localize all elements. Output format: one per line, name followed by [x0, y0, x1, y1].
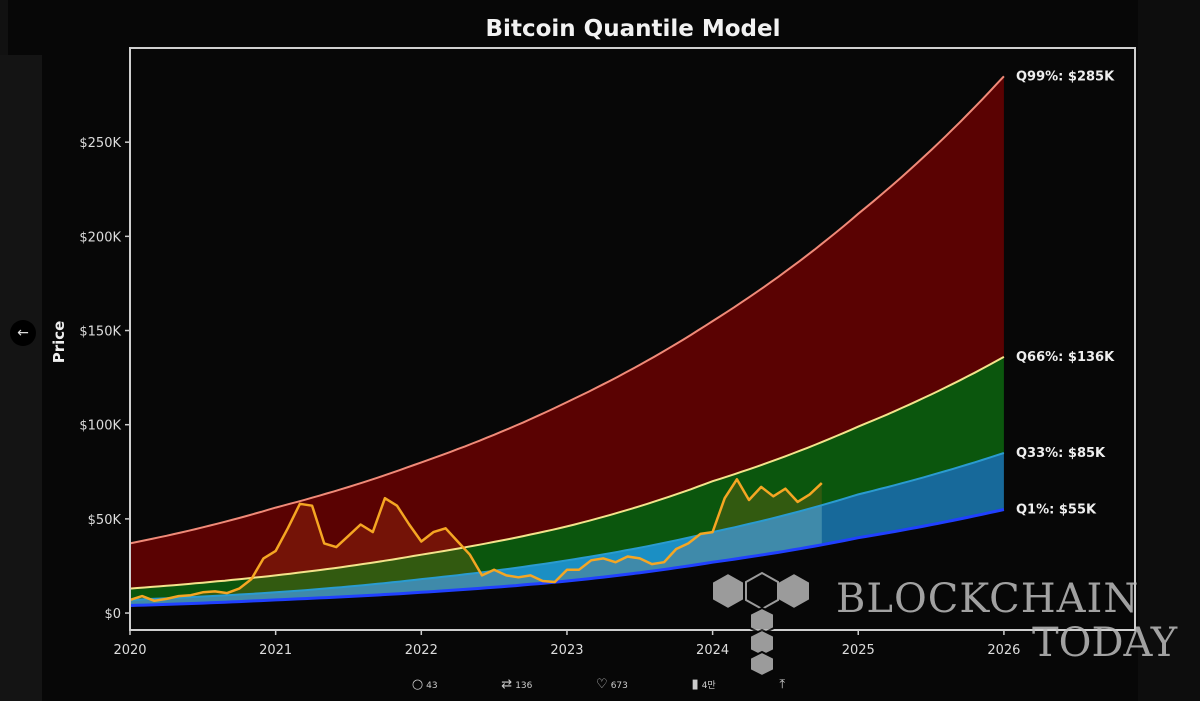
arrow-left-icon[interactable]: ←: [10, 320, 36, 346]
price-line: [129, 478, 823, 603]
y-tick-label: $0: [104, 607, 121, 622]
plot-frame: [129, 47, 1136, 631]
watermark-line2: TODAY: [1032, 620, 1178, 666]
quantile-end-label: Q1%: $55K: [1016, 502, 1097, 517]
reply-count: 43: [426, 681, 438, 691]
like-count: 673: [610, 681, 628, 691]
retweet-button[interactable]: ⇄ 136: [501, 677, 532, 692]
x-tick-label: 2020: [113, 643, 146, 658]
quantile-end-label: Q66%: $136K: [1016, 350, 1115, 365]
background-pane: [0, 0, 8, 55]
quantile-line-Q1: [129, 508, 1005, 607]
quantile-end-label: Q33%: $85K: [1016, 446, 1106, 461]
band-q1-q33-historical: [130, 505, 822, 606]
quantile-end-label: Q99%: $285K: [1016, 69, 1115, 84]
quantile-line-Q33: [129, 452, 1005, 601]
left-sidebar: [0, 55, 42, 701]
watermark-logo: BLOCKCHAIN TODAY: [710, 570, 1177, 684]
x-tick-label: 2022: [405, 643, 438, 658]
y-tick-label: $200K: [79, 230, 121, 245]
chart-title: Bitcoin Quantile Model: [485, 16, 781, 42]
band-q33-q66: [130, 356, 1004, 600]
y-tick-label: $100K: [79, 419, 121, 434]
quantile-line-Q99: [129, 75, 1005, 545]
tweet-actions: ○ 43 ⇄ 136 ♡ 673 ▮ 4만 ⤒: [380, 668, 820, 701]
quantile-line-Q66: [129, 356, 1005, 590]
blockchain-cubes-icon: [711, 571, 811, 678]
like-icon: ♡: [596, 677, 608, 692]
retweet-icon: ⇄: [501, 677, 513, 692]
x-tick-label: 2023: [550, 643, 583, 658]
price-area: [130, 479, 822, 606]
reply-icon: ○: [411, 677, 424, 692]
views-count: 4만: [701, 681, 716, 691]
watermark-line1: BLOCKCHAIN: [836, 576, 1140, 622]
reply-button[interactable]: ○ 43: [412, 677, 438, 692]
views-button[interactable]: ▮ 4만: [692, 677, 716, 692]
y-tick-label: $250K: [79, 136, 121, 151]
x-tick-label: 2024: [696, 643, 729, 658]
right-sidebar: [1138, 0, 1200, 701]
share-icon: ⤒: [779, 677, 786, 692]
band-q66-q99: [130, 76, 1004, 589]
x-tick-label: 2025: [842, 643, 875, 658]
x-tick-label: 2026: [987, 643, 1020, 658]
share-button[interactable]: ⤒: [779, 677, 788, 692]
x-tick-label: 2021: [259, 643, 292, 658]
y-tick-label: $150K: [79, 325, 121, 340]
retweet-count: 136: [515, 681, 533, 691]
views-icon: ▮: [691, 677, 699, 692]
y-tick-label: $50K: [88, 513, 122, 528]
like-button[interactable]: ♡ 673: [596, 677, 628, 692]
y-axis-label: Price: [50, 321, 68, 364]
